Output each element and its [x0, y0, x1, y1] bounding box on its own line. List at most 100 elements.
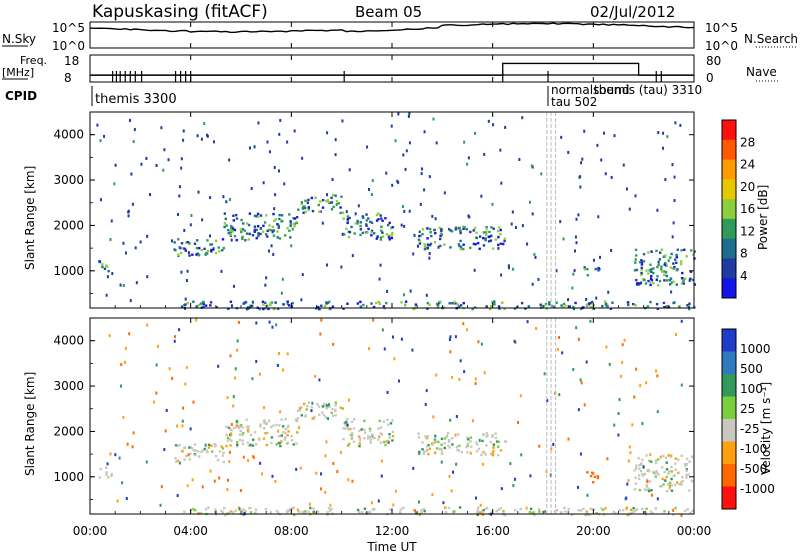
data-point	[280, 418, 283, 422]
data-point	[384, 443, 387, 447]
data-point	[352, 427, 356, 430]
data-point	[220, 509, 223, 513]
data-point	[225, 200, 228, 204]
data-point	[593, 475, 597, 479]
data-point	[212, 140, 215, 144]
data-point	[662, 454, 665, 458]
data-point	[457, 242, 460, 246]
data-point	[659, 485, 662, 488]
data-point	[301, 273, 304, 277]
data-point	[637, 283, 640, 286]
data-point	[146, 234, 149, 238]
data-point	[368, 511, 372, 515]
data-point	[334, 138, 337, 142]
data-point	[195, 246, 199, 250]
data-point	[470, 445, 473, 448]
data-point	[330, 507, 333, 511]
data-point	[272, 424, 275, 427]
data-point	[610, 248, 613, 252]
data-point	[277, 434, 281, 438]
data-point	[253, 225, 257, 228]
data-point	[548, 303, 551, 306]
data-point	[145, 460, 148, 464]
data-point	[453, 510, 456, 513]
data-point	[199, 302, 203, 305]
data-point	[286, 302, 289, 305]
data-point	[217, 364, 220, 368]
data-point	[509, 462, 512, 466]
data-point	[507, 264, 510, 268]
data-point	[649, 453, 652, 457]
data-point	[640, 273, 643, 276]
data-point	[101, 265, 104, 269]
data-point	[606, 457, 609, 461]
data-point	[467, 438, 470, 441]
data-point	[654, 475, 657, 478]
data-point	[345, 227, 348, 231]
data-point	[379, 238, 383, 241]
data-point	[327, 417, 330, 421]
data-point	[318, 307, 321, 311]
data-point	[404, 167, 407, 171]
data-point	[334, 403, 337, 407]
data-point	[379, 214, 382, 217]
data-point	[197, 512, 200, 515]
data-point	[197, 455, 201, 458]
data-point	[371, 436, 374, 439]
data-point	[322, 414, 326, 417]
data-point	[448, 474, 451, 478]
data-point	[330, 208, 334, 211]
data-point	[221, 238, 225, 241]
data-point	[423, 243, 426, 246]
data-point	[555, 269, 558, 273]
data-point	[298, 407, 302, 410]
data-point	[482, 508, 485, 512]
data-point	[609, 307, 613, 311]
data-point	[390, 234, 394, 237]
data-point	[684, 509, 687, 513]
data-point	[519, 394, 522, 398]
data-point	[346, 444, 350, 447]
data-point	[371, 433, 374, 436]
data-point	[276, 363, 279, 367]
data-point	[241, 431, 245, 435]
data-point	[674, 506, 677, 510]
data-point	[321, 199, 325, 202]
data-point	[278, 237, 282, 240]
data-point	[391, 430, 395, 434]
data-point	[174, 335, 177, 339]
data-point	[467, 214, 470, 218]
data-point	[222, 451, 225, 454]
data-point	[447, 506, 451, 510]
data-point	[177, 238, 180, 241]
data-point	[492, 300, 496, 303]
data-point	[341, 407, 344, 410]
data-point	[618, 398, 621, 402]
data-point	[106, 265, 109, 268]
data-point	[643, 510, 647, 514]
data-point	[180, 305, 184, 308]
data-point	[228, 197, 231, 201]
data-point	[422, 508, 426, 511]
power-scatter	[96, 112, 697, 311]
data-point	[627, 479, 630, 483]
data-point	[189, 446, 192, 449]
data-point	[156, 344, 159, 348]
data-point	[122, 415, 125, 419]
data-point	[287, 304, 291, 307]
data-point	[484, 233, 488, 237]
data-point	[174, 444, 178, 447]
data-point	[642, 252, 646, 256]
data-point	[501, 301, 504, 304]
data-point	[590, 305, 593, 309]
colorbar-segment	[722, 120, 736, 141]
data-point	[680, 249, 683, 252]
data-point	[270, 301, 274, 304]
data-point	[316, 305, 320, 309]
data-point	[632, 506, 635, 510]
data-point	[319, 332, 322, 336]
data-point	[350, 435, 354, 439]
data-point	[412, 252, 415, 256]
data-point	[228, 450, 231, 454]
